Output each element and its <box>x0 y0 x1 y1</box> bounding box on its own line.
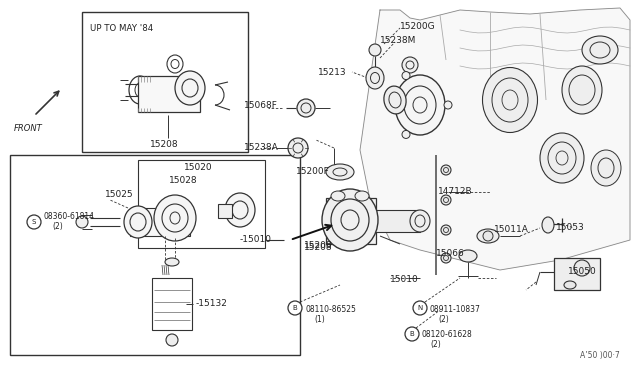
Circle shape <box>441 225 451 235</box>
Circle shape <box>574 260 590 276</box>
Circle shape <box>483 231 493 241</box>
Circle shape <box>441 253 451 263</box>
Circle shape <box>369 44 381 56</box>
Ellipse shape <box>384 86 406 114</box>
Circle shape <box>27 215 41 229</box>
Bar <box>130 208 190 236</box>
Ellipse shape <box>395 75 445 135</box>
Ellipse shape <box>175 71 205 105</box>
Circle shape <box>441 165 451 175</box>
Text: 15050: 15050 <box>568 267 596 276</box>
Circle shape <box>402 57 418 73</box>
Text: (2): (2) <box>430 340 441 349</box>
Text: 15053: 15053 <box>556 224 585 232</box>
Circle shape <box>402 71 410 80</box>
Bar <box>152 278 192 330</box>
Circle shape <box>405 327 419 341</box>
Bar <box>10 155 300 355</box>
Text: 15010: 15010 <box>390 276 419 285</box>
Text: 15213: 15213 <box>318 68 347 77</box>
Ellipse shape <box>366 67 384 89</box>
Circle shape <box>441 195 451 205</box>
Bar <box>218 204 232 218</box>
Ellipse shape <box>540 133 584 183</box>
Ellipse shape <box>582 36 618 64</box>
Ellipse shape <box>165 258 179 266</box>
Ellipse shape <box>331 191 345 201</box>
Text: 15238M: 15238M <box>380 36 417 45</box>
Text: 15238A: 15238A <box>244 144 279 153</box>
Circle shape <box>166 334 178 346</box>
Bar <box>554 258 600 290</box>
Ellipse shape <box>564 281 576 289</box>
Ellipse shape <box>542 217 554 233</box>
Text: (1): (1) <box>314 315 324 324</box>
Bar <box>138 160 265 248</box>
Ellipse shape <box>591 150 621 186</box>
Text: 15208: 15208 <box>304 244 333 253</box>
Text: (2): (2) <box>52 222 63 231</box>
Text: -15010: -15010 <box>240 235 272 244</box>
Polygon shape <box>360 8 630 270</box>
Text: FRONT: FRONT <box>14 124 43 133</box>
Text: 15208: 15208 <box>304 241 333 250</box>
Text: (2): (2) <box>438 315 449 324</box>
Circle shape <box>288 301 302 315</box>
Text: 08360-61814: 08360-61814 <box>44 212 95 221</box>
Text: N: N <box>417 305 422 311</box>
Ellipse shape <box>355 191 369 201</box>
Text: 15025: 15025 <box>105 190 134 199</box>
Text: 15066: 15066 <box>436 250 465 259</box>
Circle shape <box>76 216 88 228</box>
Ellipse shape <box>154 195 196 241</box>
Text: 14712B: 14712B <box>438 187 472 196</box>
Bar <box>82 12 248 152</box>
Ellipse shape <box>326 164 354 180</box>
Text: 15068F: 15068F <box>244 100 278 109</box>
Text: 15208: 15208 <box>150 140 179 149</box>
Circle shape <box>297 99 315 117</box>
Text: 15200G: 15200G <box>400 22 436 31</box>
Text: 08110-86525: 08110-86525 <box>306 305 357 314</box>
Text: 15011A: 15011A <box>494 225 529 234</box>
Text: 08911-10837: 08911-10837 <box>430 305 481 314</box>
Circle shape <box>402 131 410 138</box>
Circle shape <box>288 138 308 158</box>
Ellipse shape <box>322 189 378 251</box>
Bar <box>138 76 200 112</box>
Text: B: B <box>292 305 298 311</box>
Bar <box>374 210 420 232</box>
Ellipse shape <box>483 67 538 132</box>
Text: 15020: 15020 <box>184 163 212 172</box>
Ellipse shape <box>562 66 602 114</box>
Circle shape <box>413 301 427 315</box>
Text: -15132: -15132 <box>196 299 228 308</box>
Bar <box>326 198 376 244</box>
Circle shape <box>444 101 452 109</box>
Text: 15028: 15028 <box>169 176 197 185</box>
Text: B: B <box>410 331 414 337</box>
Text: A’50 )00·7: A’50 )00·7 <box>580 351 620 360</box>
Ellipse shape <box>124 206 152 238</box>
Ellipse shape <box>477 229 499 243</box>
Text: 15200F: 15200F <box>296 167 330 176</box>
Text: UP TO MAY '84: UP TO MAY '84 <box>90 24 153 33</box>
Text: 08120-61628: 08120-61628 <box>422 330 473 339</box>
Ellipse shape <box>410 210 430 232</box>
Text: S: S <box>32 219 36 225</box>
Ellipse shape <box>459 250 477 262</box>
Ellipse shape <box>225 193 255 227</box>
